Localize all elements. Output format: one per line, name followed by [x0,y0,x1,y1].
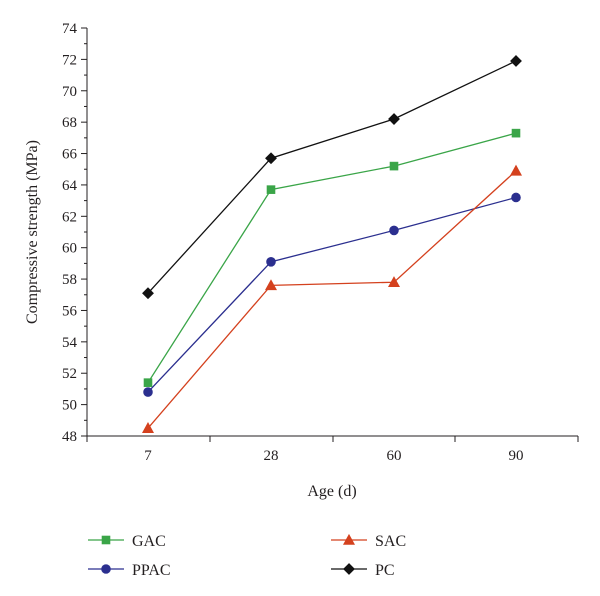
series-group [141,55,523,433]
y-ticks: 48 50 52 54 56 58 60 62 64 66 68 70 72 74 [62,21,87,445]
y-tick-label: 72 [62,52,77,68]
y-axis-title: Compressive strength (MPa) [24,140,41,324]
legend-marker-sac [342,533,356,545]
y-tick-label: 48 [62,429,77,445]
data-point-ppac [266,257,276,267]
y-tick-label: 56 [62,303,78,319]
data-point-ppac [143,387,153,397]
y-tick-label: 58 [62,272,77,288]
y-tick-label: 66 [62,147,78,163]
y-tick-label: 50 [62,398,77,414]
data-point-pc [388,113,400,125]
data-point-ppac [389,225,399,236]
series-line-pc [147,60,517,294]
data-point-sac [264,279,278,291]
data-point-gac [266,185,276,194]
y-tick-label: 62 [62,209,77,225]
data-point-pc [510,55,522,67]
legend-label-sac: SAC [375,533,406,550]
y-tick-label: 54 [62,335,78,351]
series-line-gac [147,132,517,383]
data-point-sac [141,422,155,433]
y-tick-label: 70 [62,84,77,100]
x-tick-label: 60 [387,448,402,464]
legend-label-gac: GAC [132,533,166,550]
y-tick-label: 52 [62,366,77,382]
x-ticks: 7 28 60 90 [86,436,579,464]
series-line-ppac [147,196,517,393]
y-tick-label: 68 [62,115,77,131]
legend-label-ppac: PPAC [132,562,171,579]
x-tick-label: 90 [509,448,524,464]
data-point-sac [387,276,401,288]
legend-marker-pc [343,563,355,575]
data-point-pc [265,152,277,165]
series-line-sac [147,170,517,429]
legend: GAC SAC PPAC PC [88,533,406,579]
legend-label-pc: PC [375,562,395,579]
y-tick-label: 64 [62,178,78,194]
axes [86,28,578,437]
data-point-ppac [511,192,521,203]
y-tick-label: 74 [62,21,78,37]
y-tick-label: 60 [62,241,77,257]
data-point-gac [389,161,399,171]
legend-marker-ppac [101,564,111,574]
x-tick-label: 7 [144,448,152,464]
data-point-sac [509,164,523,176]
x-axis-title: Age (d) [307,483,356,500]
data-point-gac [143,378,153,387]
x-tick-label: 28 [264,448,279,464]
data-point-gac [511,128,521,138]
legend-marker-gac [101,535,111,545]
data-point-pc [142,287,154,300]
